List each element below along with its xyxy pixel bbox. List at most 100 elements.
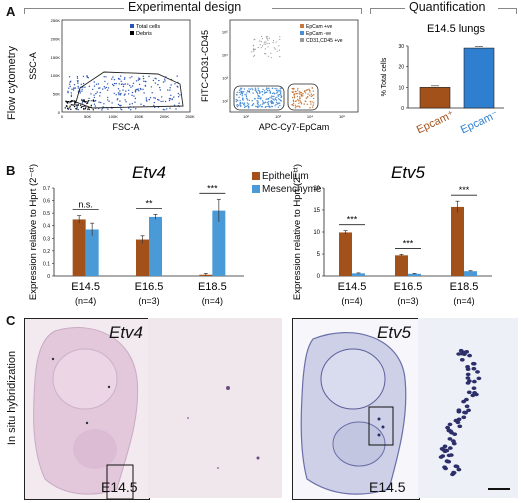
flow-dot <box>118 83 121 85</box>
flow-dot <box>236 94 238 96</box>
expression-spot <box>464 404 470 409</box>
flow-dot <box>123 78 126 80</box>
flow-dot <box>277 102 279 104</box>
flow-dot <box>273 47 275 49</box>
flow-dot <box>305 100 307 103</box>
flow-dot <box>130 109 132 111</box>
flow-dot <box>120 108 122 110</box>
flow-dot <box>67 107 69 109</box>
flow-dot <box>276 50 278 53</box>
flow-dot <box>243 88 246 90</box>
flow-dot <box>168 97 171 100</box>
legend-swatch-total-cells <box>130 24 134 28</box>
flow-dot <box>92 88 94 91</box>
flow-dot <box>280 100 282 102</box>
flow-dot <box>255 105 257 108</box>
expression-spot <box>470 393 476 398</box>
flow-dot <box>154 82 157 84</box>
flow-dot <box>118 94 120 96</box>
flow-dot <box>119 78 121 80</box>
flow-dot <box>117 92 120 94</box>
flow-dot <box>264 48 266 50</box>
flow-dot <box>131 103 133 105</box>
flow-dot <box>243 102 245 105</box>
flow-dot <box>164 78 166 80</box>
flow-dot <box>300 101 302 104</box>
flow-dot <box>256 102 259 105</box>
flow-dot <box>280 94 282 97</box>
flow-dot <box>92 109 95 111</box>
flow-dot <box>158 79 160 82</box>
bar <box>463 47 495 109</box>
header-quantification: Quantification <box>409 0 486 14</box>
expression-spot <box>466 390 472 395</box>
flow-dot <box>251 51 253 53</box>
flow-dot <box>265 41 267 43</box>
expression-spot <box>444 448 450 453</box>
flow-dot <box>312 97 315 100</box>
flow-dot <box>99 95 101 97</box>
flow-dot <box>304 90 306 92</box>
flow-dot <box>266 101 268 104</box>
flow-dot <box>124 99 126 101</box>
flow-dot <box>67 91 69 94</box>
flow-dot <box>253 55 255 57</box>
flow-dot <box>115 82 117 85</box>
flow-dot <box>264 101 267 103</box>
flow-dot <box>73 100 75 102</box>
gate-polygon <box>75 71 184 109</box>
flow-dot <box>252 103 254 106</box>
flow-dot <box>136 88 138 91</box>
y-tick-label: 0.4 <box>43 224 50 230</box>
x-tick-label: 100K <box>109 114 119 119</box>
flow-dot <box>98 101 100 103</box>
flow-dot <box>252 92 254 94</box>
flow-dot <box>76 77 79 79</box>
flow-dot <box>103 76 105 78</box>
flow-dot <box>268 87 270 90</box>
flow-dot <box>153 101 155 104</box>
flow-dot <box>72 89 75 91</box>
flow-dot <box>158 99 160 101</box>
flow-dot <box>88 108 90 111</box>
flow-dot <box>297 89 299 91</box>
inset-box <box>368 406 394 446</box>
legend-epcam-pos: EpCam +ve <box>306 24 332 30</box>
flow-dot <box>164 100 167 103</box>
y-tick-label: 10⁵ <box>222 30 228 35</box>
flow-dot <box>266 42 268 44</box>
expression-spot <box>463 410 468 415</box>
expression-spot <box>447 446 453 450</box>
flow-dot <box>246 105 248 107</box>
flow-dot <box>292 102 295 105</box>
bar <box>395 255 408 276</box>
flow-dot <box>70 94 73 96</box>
x-tick-label: 10⁵ <box>339 114 345 119</box>
flow-dot <box>274 105 276 107</box>
legend-swatch-epcam-pos <box>300 24 304 28</box>
flow-dot <box>246 99 249 101</box>
flow-dot <box>312 104 314 106</box>
flow-dot <box>107 96 109 99</box>
flow-dot <box>148 75 150 78</box>
flow-dot <box>292 88 295 90</box>
significance-label: *** <box>207 183 218 193</box>
flow-dot <box>82 105 84 108</box>
flow-dot <box>120 80 122 83</box>
flow-dot <box>117 88 120 90</box>
flow-dot <box>150 86 153 88</box>
flow-dot <box>307 96 309 98</box>
flow-dot <box>297 105 299 107</box>
chart-title: Etv5 <box>391 163 426 182</box>
flow-dot <box>169 87 171 89</box>
flow-dot <box>268 100 270 103</box>
legend-item-epithelium: Epithelium <box>252 170 321 183</box>
flow-dot <box>274 97 277 99</box>
flow-dot <box>120 83 123 86</box>
header-experimental-design: Experimental design <box>128 0 242 14</box>
flow-dot <box>293 96 296 98</box>
y-axis-label: % Total cells <box>381 57 388 96</box>
flow-dot <box>137 79 139 81</box>
flow-dot <box>64 107 66 109</box>
flow-dot <box>260 47 262 49</box>
